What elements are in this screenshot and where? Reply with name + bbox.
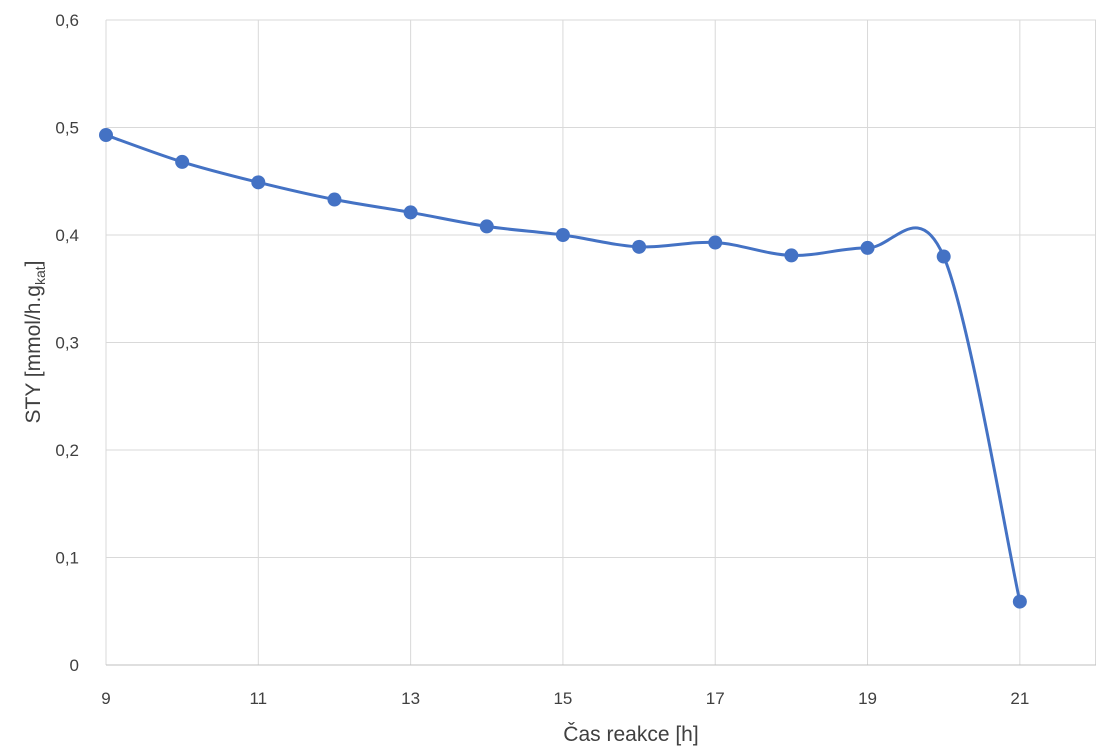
y-axis-title-suffix: ]	[22, 260, 45, 266]
data-point	[251, 175, 265, 189]
y-tick-labels: 0 0,1 0,2 0,3 0,4 0,5 0,6	[55, 11, 79, 675]
x-tick-labels: 9 11 13 15 17 19 21	[101, 689, 1029, 708]
y-tick-label: 0,1	[55, 549, 79, 568]
x-tick-label: 19	[858, 689, 877, 708]
x-tick-label: 21	[1010, 689, 1029, 708]
y-tick-label: 0	[70, 656, 79, 675]
data-point	[480, 219, 494, 233]
y-tick-label: 0,6	[55, 11, 79, 30]
data-point	[175, 155, 189, 169]
x-tick-label: 11	[249, 689, 267, 708]
data-point	[404, 205, 418, 219]
y-tick-label: 0,3	[55, 334, 79, 353]
data-point	[99, 128, 113, 142]
y-axis-title-subscript: kat	[32, 266, 48, 285]
data-point	[937, 250, 951, 264]
x-axis-title: Čas reakce [h]	[563, 723, 698, 746]
data-point	[632, 240, 646, 254]
horizontal-gridlines	[106, 20, 1096, 558]
x-tick-label: 17	[706, 689, 725, 708]
y-tick-label: 0,5	[55, 119, 79, 138]
data-point	[784, 248, 798, 262]
x-tick-label: 15	[553, 689, 572, 708]
x-tick-label: 9	[101, 689, 110, 708]
y-axis-title-main: STY [mmol/h.g	[22, 285, 45, 424]
x-tick-label: 13	[401, 689, 420, 708]
y-tick-label: 0,4	[55, 226, 79, 245]
data-point	[327, 193, 341, 207]
data-point	[708, 236, 722, 250]
y-tick-label: 0,2	[55, 441, 79, 460]
data-point	[861, 241, 875, 255]
y-axis-title: STY [mmol/h.gkat]	[22, 260, 48, 423]
data-point	[1013, 595, 1027, 609]
data-point	[556, 228, 570, 242]
